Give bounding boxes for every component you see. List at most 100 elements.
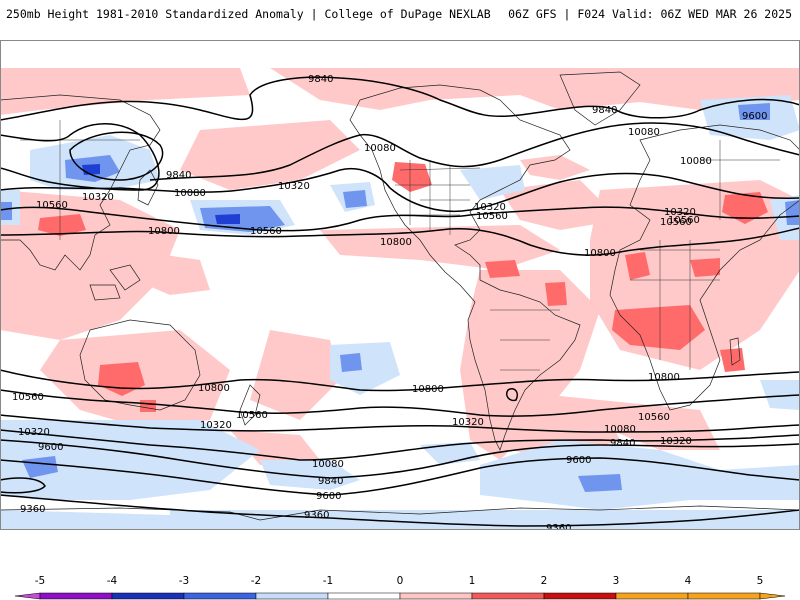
contour-label: 10080 xyxy=(604,424,636,435)
colorbar-bin xyxy=(255,592,329,600)
contour-label: 10320 xyxy=(664,207,696,218)
contour-label: 10800 xyxy=(648,372,680,383)
contour-label: 10080 xyxy=(628,127,660,138)
political-borders xyxy=(20,120,780,371)
contour-label: 10560 xyxy=(236,410,268,421)
anomaly-region xyxy=(340,353,362,372)
weather-map: 9840 9840 10080 9600 10080 9840 10320 10… xyxy=(0,40,800,530)
contour-label: 9360 xyxy=(304,510,329,521)
coastline xyxy=(729,337,741,366)
anomaly-region xyxy=(0,510,170,530)
colorbar-bin xyxy=(183,592,257,600)
height-contour xyxy=(0,439,800,479)
contour-label: 10080 xyxy=(364,143,396,154)
height-contour xyxy=(69,131,164,181)
map-title: 250mb Height 1981-2010 Standardized Anom… xyxy=(6,7,491,21)
height-contour xyxy=(0,369,800,392)
colorbar-tick-label: -4 xyxy=(107,575,118,587)
anomaly-region xyxy=(270,68,800,110)
anomaly-region xyxy=(578,474,622,492)
anomaly-region xyxy=(738,103,770,120)
anomaly-region xyxy=(480,440,800,510)
colorbar-tick-label: -5 xyxy=(35,575,45,587)
coastline xyxy=(137,169,159,206)
colorbar-bin xyxy=(687,592,761,600)
anomaly-region xyxy=(625,252,650,280)
contour-label: 9360 xyxy=(546,523,571,530)
anomaly-region xyxy=(460,165,525,200)
contour-label: 10800 xyxy=(198,383,230,394)
anomaly-region xyxy=(460,270,600,460)
coastline xyxy=(609,124,800,411)
anomaly-region xyxy=(545,282,567,306)
colorbar-bin xyxy=(399,592,473,600)
anomaly-region xyxy=(785,200,800,225)
anomaly-region xyxy=(0,68,250,115)
contour-label: 10080 xyxy=(680,156,712,167)
anomaly-region xyxy=(485,260,520,278)
contour-label: 10560 xyxy=(638,412,670,423)
colorbar-bin xyxy=(327,592,401,600)
coastline xyxy=(0,94,161,271)
colorbar-bin xyxy=(111,592,185,600)
colorbar-bin xyxy=(39,592,113,600)
anomaly-region xyxy=(130,250,210,295)
contour-label: 9840 xyxy=(318,476,343,487)
anomaly-region xyxy=(230,430,320,465)
anomaly-region xyxy=(722,192,768,224)
contour-labels: 9840 9840 10080 9600 10080 9840 10320 10… xyxy=(12,74,767,530)
coastline xyxy=(349,84,581,451)
contour-label: 10320 xyxy=(474,202,506,213)
colorbar-tick-label: -2 xyxy=(251,575,261,587)
contour-label: 10320 xyxy=(82,192,114,203)
height-contour xyxy=(505,388,519,402)
coastline xyxy=(239,384,261,426)
contour-label: 9840 xyxy=(166,170,191,181)
map-header: 250mb Height 1981-2010 Standardized Anom… xyxy=(0,0,800,26)
height-contour xyxy=(0,389,800,417)
colorbar-arrow-high xyxy=(759,592,786,600)
height-contour xyxy=(0,168,800,213)
anomaly-region xyxy=(0,202,12,220)
anomaly-region xyxy=(600,400,720,450)
contour-label: 10800 xyxy=(584,248,616,259)
contour-label: 10320 xyxy=(18,427,50,438)
contour-label: 9600 xyxy=(316,491,341,502)
height-contour xyxy=(0,414,800,433)
colorbar-bin xyxy=(471,592,545,600)
colorbar-tick-label: 1 xyxy=(469,575,476,587)
colorbar-tick-label: 2 xyxy=(541,575,548,587)
height-contour xyxy=(149,122,800,181)
anomaly-region xyxy=(82,164,100,175)
contour-label: 9600 xyxy=(38,442,63,453)
colorbar-tick-label: -3 xyxy=(179,575,189,587)
colorbar-tick-label: -1 xyxy=(323,575,333,587)
colorbar-bin xyxy=(543,592,617,600)
anomaly-region xyxy=(200,206,285,232)
colorbar-tick-label: 0 xyxy=(397,575,404,587)
coastline xyxy=(559,71,641,126)
height-contour xyxy=(0,457,800,496)
anomaly-region xyxy=(260,460,360,490)
contour-label: 10560 xyxy=(36,200,68,211)
contour-label: 10080 xyxy=(312,459,344,470)
contour-label: 10560 xyxy=(660,217,692,228)
contour-label: 10320 xyxy=(200,420,232,431)
border-line xyxy=(399,167,481,171)
contour-label: 9840 xyxy=(308,74,333,85)
anomaly-region xyxy=(38,214,86,236)
contour-label: 10560 xyxy=(12,392,44,403)
anomaly-region xyxy=(320,225,560,270)
contour-label: 9840 xyxy=(610,438,635,449)
contour-label: 10800 xyxy=(380,237,412,248)
model-run-info: 06Z GFS | F024 Valid: 06Z WED MAR 26 202… xyxy=(508,7,792,21)
anomaly-region xyxy=(170,510,800,530)
contour-label: 10560 xyxy=(476,211,508,222)
colorbar-tick-label: 4 xyxy=(685,575,692,587)
contour-label: 10320 xyxy=(452,417,484,428)
height-contour xyxy=(0,494,800,527)
anomaly-region xyxy=(520,155,590,180)
colorbar-tick-label: 3 xyxy=(613,575,620,587)
contour-label: 10560 xyxy=(668,215,700,226)
contour-label: 9360 xyxy=(20,504,45,515)
